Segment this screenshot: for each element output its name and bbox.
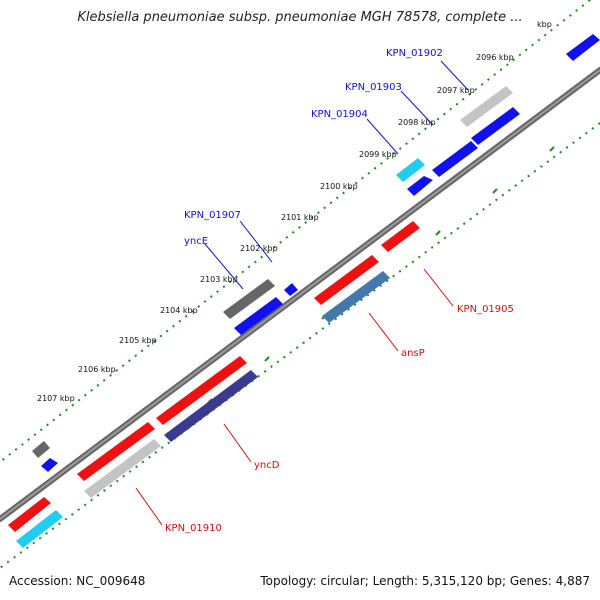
tick-label: 2100 kbp bbox=[320, 182, 358, 191]
gene-label[interactable]: yncD bbox=[254, 460, 280, 471]
gene-feature[interactable] bbox=[234, 297, 283, 335]
gene-feature[interactable] bbox=[223, 279, 275, 319]
tick-label: 2102 kbp bbox=[240, 244, 278, 253]
gene-feature[interactable] bbox=[32, 441, 50, 458]
forward-genes bbox=[32, 34, 600, 472]
tick-label: 2105 kbp bbox=[119, 336, 157, 345]
gene-label[interactable]: KPN_01904 bbox=[311, 109, 368, 120]
gene-feature[interactable] bbox=[460, 86, 513, 127]
gene-label[interactable]: KPN_01903 bbox=[345, 82, 402, 93]
gene-feature[interactable] bbox=[84, 439, 161, 498]
reverse-genes bbox=[8, 221, 420, 548]
tick-label: 2099 kbp bbox=[359, 150, 397, 159]
tick-label: 2107 kbp bbox=[37, 394, 75, 403]
gene-feature[interactable] bbox=[407, 176, 433, 196]
gene-feature[interactable] bbox=[432, 141, 478, 177]
leader-lines bbox=[135, 60, 469, 526]
gene-feature[interactable] bbox=[314, 255, 379, 305]
tick-label: 2098 kbp bbox=[398, 118, 436, 127]
gene-feature[interactable] bbox=[156, 356, 247, 425]
gene-label[interactable]: KPN_01907 bbox=[184, 210, 241, 221]
gene-label[interactable]: yncE bbox=[184, 236, 208, 247]
tick-label: 2096 kbp bbox=[476, 53, 514, 62]
gene-feature[interactable] bbox=[8, 497, 51, 532]
gene-feature[interactable] bbox=[566, 34, 600, 61]
kbp-ticks: kbp 2096 kbp 2097 kbp 2098 kbp 2099 kbp … bbox=[37, 20, 552, 403]
upper-track bbox=[0, 0, 591, 463]
tick-label: kbp bbox=[537, 20, 552, 29]
gene-label[interactable]: KPN_01905 bbox=[457, 304, 514, 315]
gene-label[interactable]: ansP bbox=[401, 348, 425, 359]
gene-feature[interactable] bbox=[322, 271, 390, 323]
map-title: Klebsiella pneumoniae subsp. pneumoniae … bbox=[77, 10, 523, 25]
gene-label[interactable]: KPN_01902 bbox=[386, 48, 443, 59]
topology-label: Topology: circular; Length: 5,315,120 bp… bbox=[260, 574, 590, 588]
gene-feature[interactable] bbox=[471, 107, 520, 145]
gene-feature[interactable] bbox=[284, 283, 298, 296]
lower-track bbox=[0, 122, 600, 569]
tick-label: 2097 kbp bbox=[437, 86, 475, 95]
gene-feature[interactable] bbox=[41, 458, 58, 472]
gene-feature[interactable] bbox=[77, 422, 155, 481]
tick-label: 2106 kbp bbox=[78, 365, 116, 374]
gene-labels: KPN_01902 KPN_01903 KPN_01904 KPN_01907 … bbox=[165, 48, 514, 534]
tick-label: 2101 kbp bbox=[281, 213, 319, 222]
gene-feature[interactable] bbox=[164, 370, 258, 442]
gene-feature[interactable] bbox=[16, 510, 63, 548]
tick-label: 2103 kbp bbox=[200, 275, 238, 284]
gene-label[interactable]: KPN_01910 bbox=[165, 523, 222, 534]
tick-label: 2104 kbp bbox=[160, 306, 198, 315]
gene-feature[interactable] bbox=[381, 221, 420, 252]
gene-feature[interactable] bbox=[396, 158, 425, 182]
backbone bbox=[0, 67, 600, 522]
accession-label: Accession: NC_009648 bbox=[9, 574, 146, 588]
